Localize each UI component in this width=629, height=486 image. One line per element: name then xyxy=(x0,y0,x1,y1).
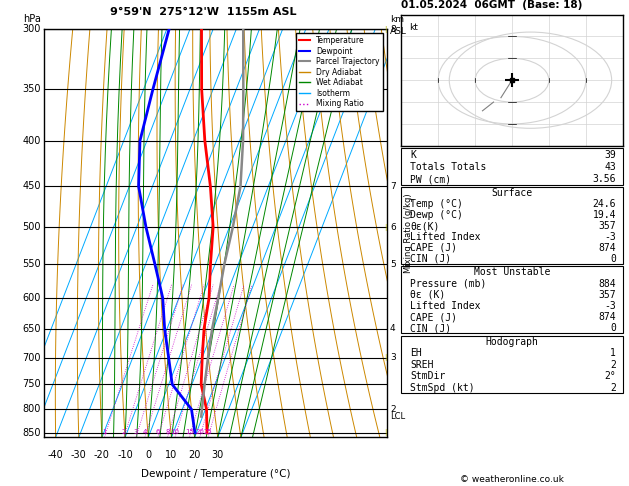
Text: Surface: Surface xyxy=(491,188,533,198)
Text: 357: 357 xyxy=(598,290,616,300)
Text: kt: kt xyxy=(409,23,418,33)
Text: 0: 0 xyxy=(610,323,616,333)
Text: LCL: LCL xyxy=(390,412,405,421)
Text: 15: 15 xyxy=(185,429,194,435)
Text: 357: 357 xyxy=(598,221,616,231)
Text: 1: 1 xyxy=(102,429,107,435)
Text: 884: 884 xyxy=(598,278,616,289)
Text: 9°59'N  275°12'W  1155m ASL: 9°59'N 275°12'W 1155m ASL xyxy=(109,7,296,17)
Text: 3.56: 3.56 xyxy=(593,174,616,184)
Text: 6: 6 xyxy=(390,223,396,232)
Text: K: K xyxy=(410,150,416,160)
Text: |: | xyxy=(384,26,386,33)
Text: Mixing Ratio (g/kg): Mixing Ratio (g/kg) xyxy=(404,193,413,273)
Text: Most Unstable: Most Unstable xyxy=(474,267,550,278)
Text: EH: EH xyxy=(410,348,422,359)
Text: 25: 25 xyxy=(204,429,213,435)
Text: Hodograph: Hodograph xyxy=(486,337,538,347)
Text: 24.6: 24.6 xyxy=(593,199,616,209)
Text: -20: -20 xyxy=(94,450,110,460)
Text: © weatheronline.co.uk: © weatheronline.co.uk xyxy=(460,474,564,484)
Text: 700: 700 xyxy=(23,353,41,363)
Text: StmDir: StmDir xyxy=(410,371,445,381)
Text: Lifted Index: Lifted Index xyxy=(410,301,481,311)
Text: 6: 6 xyxy=(155,429,160,435)
Text: θε (K): θε (K) xyxy=(410,290,445,300)
Text: 500: 500 xyxy=(23,222,41,232)
Text: 19.4: 19.4 xyxy=(593,210,616,220)
Text: 20: 20 xyxy=(189,450,201,460)
Text: Dewpoint / Temperature (°C): Dewpoint / Temperature (°C) xyxy=(141,469,290,479)
Text: 350: 350 xyxy=(23,84,41,94)
Text: 650: 650 xyxy=(23,324,41,334)
Text: -10: -10 xyxy=(117,450,133,460)
Text: Totals Totals: Totals Totals xyxy=(410,162,487,172)
Text: 8: 8 xyxy=(390,25,396,34)
Text: hPa: hPa xyxy=(23,14,41,24)
Text: 20: 20 xyxy=(195,429,204,435)
Text: 2°: 2° xyxy=(604,371,616,381)
Text: -30: -30 xyxy=(71,450,87,460)
Text: |: | xyxy=(384,354,386,361)
Text: 1: 1 xyxy=(610,348,616,359)
Text: 0: 0 xyxy=(145,450,152,460)
Text: |: | xyxy=(384,429,386,436)
Text: Temp (°C): Temp (°C) xyxy=(410,199,463,209)
Text: 4: 4 xyxy=(390,324,396,333)
Text: PW (cm): PW (cm) xyxy=(410,174,451,184)
Text: 600: 600 xyxy=(23,293,41,303)
Text: -3: -3 xyxy=(604,232,616,242)
Text: 400: 400 xyxy=(23,136,41,146)
Legend: Temperature, Dewpoint, Parcel Trajectory, Dry Adiabat, Wet Adiabat, Isotherm, Mi: Temperature, Dewpoint, Parcel Trajectory… xyxy=(296,33,383,111)
Text: -40: -40 xyxy=(48,450,64,460)
Text: 5: 5 xyxy=(390,260,396,269)
Text: 300: 300 xyxy=(23,24,41,34)
Text: CAPE (J): CAPE (J) xyxy=(410,243,457,253)
Text: 550: 550 xyxy=(22,259,41,269)
Text: 0: 0 xyxy=(610,254,616,264)
Text: 10: 10 xyxy=(165,450,177,460)
Text: CIN (J): CIN (J) xyxy=(410,323,451,333)
Text: 43: 43 xyxy=(604,162,616,172)
Text: |: | xyxy=(384,224,386,231)
Text: 10: 10 xyxy=(170,429,179,435)
Text: CAPE (J): CAPE (J) xyxy=(410,312,457,322)
Text: 4: 4 xyxy=(143,429,147,435)
Text: Pressure (mb): Pressure (mb) xyxy=(410,278,487,289)
Text: 750: 750 xyxy=(22,380,41,389)
Text: ASL: ASL xyxy=(390,27,407,36)
Text: StmSpd (kt): StmSpd (kt) xyxy=(410,382,475,393)
Text: Lifted Index: Lifted Index xyxy=(410,232,481,242)
Text: 874: 874 xyxy=(598,243,616,253)
Text: 3: 3 xyxy=(134,429,138,435)
Text: 2: 2 xyxy=(122,429,126,435)
Text: 2: 2 xyxy=(610,360,616,370)
Text: 2: 2 xyxy=(390,405,396,414)
Text: 01.05.2024  06GMT  (Base: 18): 01.05.2024 06GMT (Base: 18) xyxy=(401,0,582,10)
Text: 2: 2 xyxy=(610,382,616,393)
Text: -3: -3 xyxy=(604,301,616,311)
Text: 800: 800 xyxy=(23,404,41,415)
Text: 3: 3 xyxy=(390,353,396,362)
Text: 850: 850 xyxy=(23,428,41,438)
Text: 30: 30 xyxy=(211,450,224,460)
Text: Dewp (°C): Dewp (°C) xyxy=(410,210,463,220)
Text: km: km xyxy=(390,15,404,24)
Text: 39: 39 xyxy=(604,150,616,160)
Text: 7: 7 xyxy=(390,182,396,191)
Text: 874: 874 xyxy=(598,312,616,322)
Text: CIN (J): CIN (J) xyxy=(410,254,451,264)
Text: 450: 450 xyxy=(23,181,41,191)
Text: SREH: SREH xyxy=(410,360,433,370)
Text: θε(K): θε(K) xyxy=(410,221,440,231)
Text: 8: 8 xyxy=(165,429,170,435)
